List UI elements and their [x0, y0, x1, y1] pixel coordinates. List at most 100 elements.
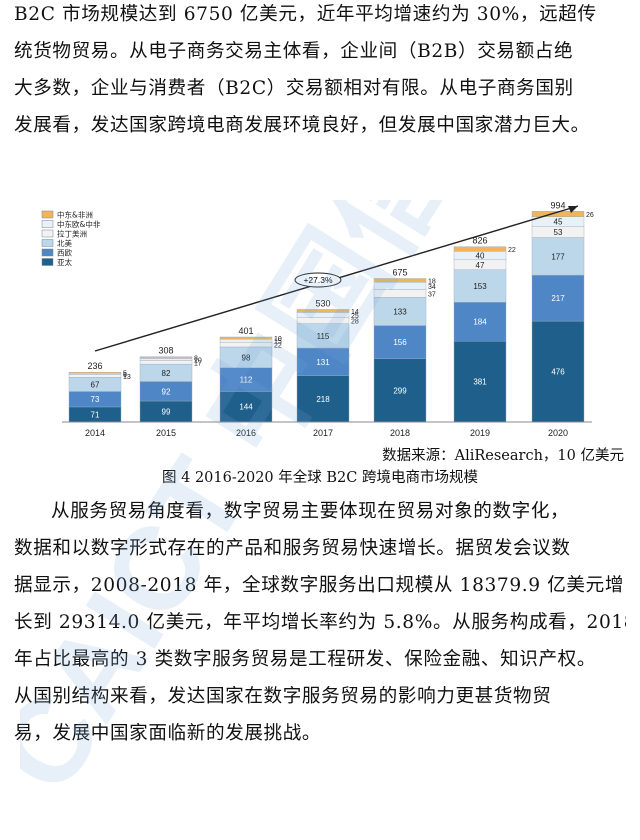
data-label: 131: [316, 358, 330, 367]
text-line: 大多数，企业与消费者（B2C）交易额相对有限。从电子商务国别: [14, 78, 574, 99]
data-label: 26: [586, 212, 594, 219]
legend-swatch: [41, 258, 54, 266]
source-note: 数据来源：AliResearch，10 亿美元: [382, 448, 624, 464]
bar-segment: [453, 302, 507, 342]
bar-segment: [139, 356, 193, 359]
data-label: 73: [91, 395, 100, 404]
data-label: 22: [274, 343, 282, 350]
data-label: 53: [554, 228, 563, 237]
data-label: 153: [473, 282, 487, 291]
bar-segment: [373, 289, 427, 298]
bar-segment: [531, 320, 585, 423]
data-label: 6: [123, 372, 127, 379]
figure-caption: 图 4 2016-2020 年全球 B2C 跨境电商市场规模: [162, 470, 478, 486]
x-tick-label: 2019: [470, 428, 490, 438]
bar-segment: [296, 317, 350, 324]
bar-segment: [296, 309, 350, 313]
data-label: 156: [393, 338, 407, 347]
bar-segment: [373, 358, 427, 423]
arrow-head-icon: [568, 206, 578, 213]
data-label: 8: [194, 356, 198, 363]
text-line: 数据和以数字形式存在的产品和服务贸易快速增长。据贸发会议数: [14, 538, 571, 559]
bar-segment: [453, 269, 507, 303]
data-label: 5: [123, 371, 127, 378]
bar-segment: [139, 360, 193, 365]
total-label: 675: [392, 267, 407, 277]
data-label: 37: [428, 291, 436, 298]
total-label: 308: [158, 346, 173, 356]
data-label: 45: [554, 218, 563, 227]
data-label: 115: [317, 332, 330, 341]
bar-segment: [219, 342, 273, 348]
chart-bars: 7173671365236201499928217108308201514411…: [68, 200, 594, 438]
bar-segment: [373, 297, 427, 326]
bar-segment: [373, 325, 427, 359]
data-label: 133: [393, 307, 407, 316]
intro-paragraph: B2C 市场规模达到 6750 亿美元，近年平均增速约为 30%，远超传 统货物…: [14, 0, 626, 144]
data-label: 381: [473, 378, 487, 387]
legend-swatch: [41, 248, 54, 257]
legend-label: 北美: [57, 238, 72, 248]
data-label: 92: [162, 387, 171, 396]
data-label: 15: [274, 339, 282, 346]
text-line: 长到 29314.0 亿美元，年平均增长率约为 5.8%。从服务构成看，2018: [14, 612, 626, 633]
bar-segment: [453, 341, 507, 423]
text-line: 统货物贸易。从电子商务交易主体看，企业间（B2B）交易额占绝: [14, 41, 574, 62]
data-label: 25: [351, 313, 359, 320]
bar-segment: [531, 274, 585, 322]
text-line: 从国别结构来看，发达国家在数字服务贸易的影响力更甚货物贸: [14, 686, 552, 707]
data-label: 34: [428, 284, 436, 291]
bar-segment: [139, 358, 193, 361]
bar-segment: [296, 347, 350, 376]
bar-segment: [296, 323, 350, 349]
bar-segment: [68, 374, 122, 378]
x-tick-label: 2018: [390, 428, 410, 438]
total-label: 401: [238, 326, 253, 336]
legend-label: 亚太: [57, 257, 72, 267]
x-tick-label: 2020: [548, 428, 568, 438]
bar-segment: [296, 312, 350, 318]
growth-arrow: +27.3%: [94, 205, 579, 352]
bar-segment: [219, 338, 273, 343]
data-label: 217: [551, 294, 565, 303]
x-tick-label: 2014: [85, 428, 105, 438]
data-label: 40: [476, 252, 485, 261]
text-line: 易，发展中国家面临新的发展挑战。: [14, 723, 322, 744]
legend-label: 西欧: [57, 248, 72, 258]
legend-swatch: [41, 220, 54, 228]
text-line: 从服务贸易角度看，数字贸易主要体现在贸易对象的数字化，: [51, 501, 570, 522]
data-label: 476: [551, 368, 565, 377]
data-label: 177: [551, 252, 565, 261]
x-tick-label: 2017: [313, 428, 333, 438]
bar-segment: [373, 282, 427, 290]
data-label: 13: [123, 374, 131, 381]
text-line: B2C 市场规模达到 6750 亿美元，近年平均增速约为 30%，远超传: [14, 4, 597, 25]
data-label: 184: [473, 318, 487, 327]
total-label: 994: [550, 200, 565, 210]
bar-segment: [531, 237, 585, 276]
bar-segment: [219, 391, 273, 423]
data-label: 71: [91, 410, 100, 419]
data-label: 14: [351, 309, 359, 316]
data-label: 98: [242, 353, 251, 362]
data-label: 10: [194, 357, 202, 364]
text-line: 年占比最高的 3 类数字服务贸易是工程研发、保险金融、知识产权。: [14, 649, 597, 670]
text-line: 据显示，2008-2018 年，全球数字服务出口规模从 18379.9 亿美元增: [14, 575, 625, 596]
bar-segment: [531, 211, 585, 217]
data-label: 99: [162, 408, 171, 417]
x-tick-label: 2016: [236, 428, 256, 438]
data-label: 28: [351, 319, 359, 326]
legend-label: 拉丁美洲: [57, 229, 87, 239]
data-label: 10: [274, 336, 282, 343]
data-label: 67: [91, 380, 100, 389]
legend-swatch: [41, 239, 54, 247]
total-label: 236: [87, 361, 102, 371]
data-label: 22: [508, 247, 516, 254]
total-label: 826: [472, 236, 487, 246]
legend-swatch: [41, 210, 54, 219]
bar-segment: [296, 375, 350, 423]
cagr-label: +27.3%: [303, 275, 333, 285]
legend-label: 中东&非洲: [57, 210, 93, 220]
data-label: 218: [316, 395, 330, 404]
